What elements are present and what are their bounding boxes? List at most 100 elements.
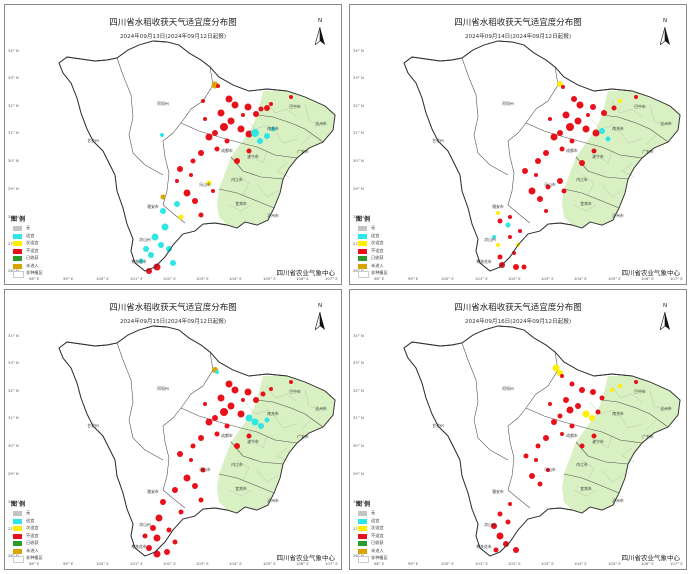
lat-tick-label: 29° N <box>353 471 364 476</box>
suitability-patch <box>246 433 252 439</box>
legend-swatch <box>358 263 367 269</box>
lon-tick-label: 102° E <box>163 276 176 281</box>
legend-item: 次适宜 <box>358 240 418 248</box>
legend-item: 未进入 <box>13 548 73 556</box>
suitability-patch <box>224 423 230 429</box>
suitability-patch <box>569 423 575 429</box>
county-boundary <box>304 389 322 411</box>
lon-tick-label: 106° E <box>641 276 654 281</box>
suitability-patch <box>237 125 245 133</box>
county-boundary <box>266 385 298 403</box>
legend-title: 图 例 <box>11 216 26 223</box>
legend-item: 不适宜 <box>13 533 73 541</box>
suitability-patch <box>569 381 575 387</box>
suitability-patch <box>269 102 273 106</box>
suitability-patch <box>161 223 169 231</box>
place-label: 成都市 <box>566 433 578 438</box>
suitability-patch <box>562 111 570 119</box>
place-label: 南充市 <box>612 411 624 416</box>
place-label: 攀枝花市 <box>476 259 491 264</box>
suitability-patch <box>557 81 563 87</box>
lat-tick-label: 34° N <box>353 48 364 53</box>
place-label: 攀枝花市 <box>476 544 491 549</box>
suitability-patch <box>143 246 149 252</box>
lon-tick-label: 100° E <box>441 276 454 281</box>
suitability-patch <box>227 117 235 125</box>
lat-tick-label: 31° N <box>353 415 364 420</box>
legend-swatch <box>13 263 22 269</box>
suitability-patch <box>160 133 164 137</box>
suitability-patch <box>251 418 259 426</box>
lon-tick-label: 106° E <box>296 561 309 566</box>
lat-tick-label: 26° N <box>8 553 19 558</box>
issuing-center: 四川省农业气象中心 <box>276 554 336 562</box>
suitability-patch <box>166 527 172 533</box>
lat-tick-label: 32° N <box>353 388 364 393</box>
suitability-patch <box>155 514 163 522</box>
suitability-patch <box>557 178 563 184</box>
suitability-patch <box>534 173 538 177</box>
place-label: 遂宁市 <box>592 154 604 159</box>
place-label: 雅安市 <box>147 204 159 209</box>
lon-tick-label: 103° E <box>541 276 554 281</box>
suitability-patch <box>491 523 497 529</box>
legend-label: 非种植区 <box>26 270 43 275</box>
prefecture-boundary <box>563 473 620 494</box>
prefecture-boundary <box>601 399 669 428</box>
suitability-patch <box>214 431 220 437</box>
place-label: 攀枝花市 <box>131 544 146 549</box>
suitability-patch <box>158 242 164 248</box>
legend-label: 已收获 <box>371 255 384 260</box>
legend-swatch <box>358 548 367 554</box>
legend-item: 未进入 <box>358 263 418 271</box>
suitability-patch <box>225 95 233 103</box>
suitability-patch <box>496 243 500 247</box>
north-arrow-icon <box>660 312 670 330</box>
suitability-patch <box>579 443 585 449</box>
place-label: 凉山州 <box>139 522 151 527</box>
map-date: 2024年09月13日(2024年09月12日起报) <box>119 34 227 40</box>
county-boundary <box>228 489 252 497</box>
legend-item: 适宜 <box>13 518 73 526</box>
legend-item: 已收获 <box>358 540 418 548</box>
suitability-patch <box>212 130 218 136</box>
place-label: 乐山市 <box>199 467 211 472</box>
place-label: 内江市 <box>576 177 588 182</box>
suitability-patch <box>537 481 543 487</box>
suitability-patch <box>560 432 564 436</box>
prefecture-boundary <box>507 204 531 224</box>
lat-tick-label: 30° N <box>353 158 364 163</box>
suitability-patch <box>203 402 207 406</box>
lon-tick-label: 105° E <box>608 276 621 281</box>
place-label: 阿坝州 <box>157 386 169 391</box>
legend-item: 已收获 <box>358 255 418 263</box>
suitability-patch <box>560 374 564 378</box>
suitability-patch <box>153 550 161 558</box>
suitability-patch <box>548 117 552 121</box>
lon-tick-label: 102° E <box>163 561 176 566</box>
legend-item: 非种植区 <box>13 555 73 563</box>
lon-tick-label: 98° E <box>29 561 40 566</box>
suitability-patch <box>618 99 622 103</box>
suitability-patch <box>518 229 522 233</box>
place-label: 阿坝州 <box>502 386 514 391</box>
suitability-patch <box>211 189 215 193</box>
lat-tick-label: 26° N <box>353 268 364 273</box>
county-boundary <box>228 204 252 212</box>
place-label: 甘孜州 <box>87 138 99 143</box>
lat-tick-label: 33° N <box>8 75 19 80</box>
suitability-patch <box>496 211 500 215</box>
suitability-patch <box>534 458 538 462</box>
legend-item: 已收获 <box>13 540 73 548</box>
lon-tick-label: 106° E <box>296 276 309 281</box>
lat-tick-label: 26° N <box>8 268 19 273</box>
legend-label: 未进入 <box>26 547 39 553</box>
place-label: 广安市 <box>642 434 654 439</box>
suitability-patch <box>258 423 264 429</box>
legend-label: 非种植区 <box>26 555 43 560</box>
legend-label: 已收获 <box>371 540 384 545</box>
lat-tick-label: 30° N <box>8 443 19 448</box>
legend-label: 不适宜 <box>371 247 384 253</box>
legend-label: 非种植区 <box>371 555 388 560</box>
